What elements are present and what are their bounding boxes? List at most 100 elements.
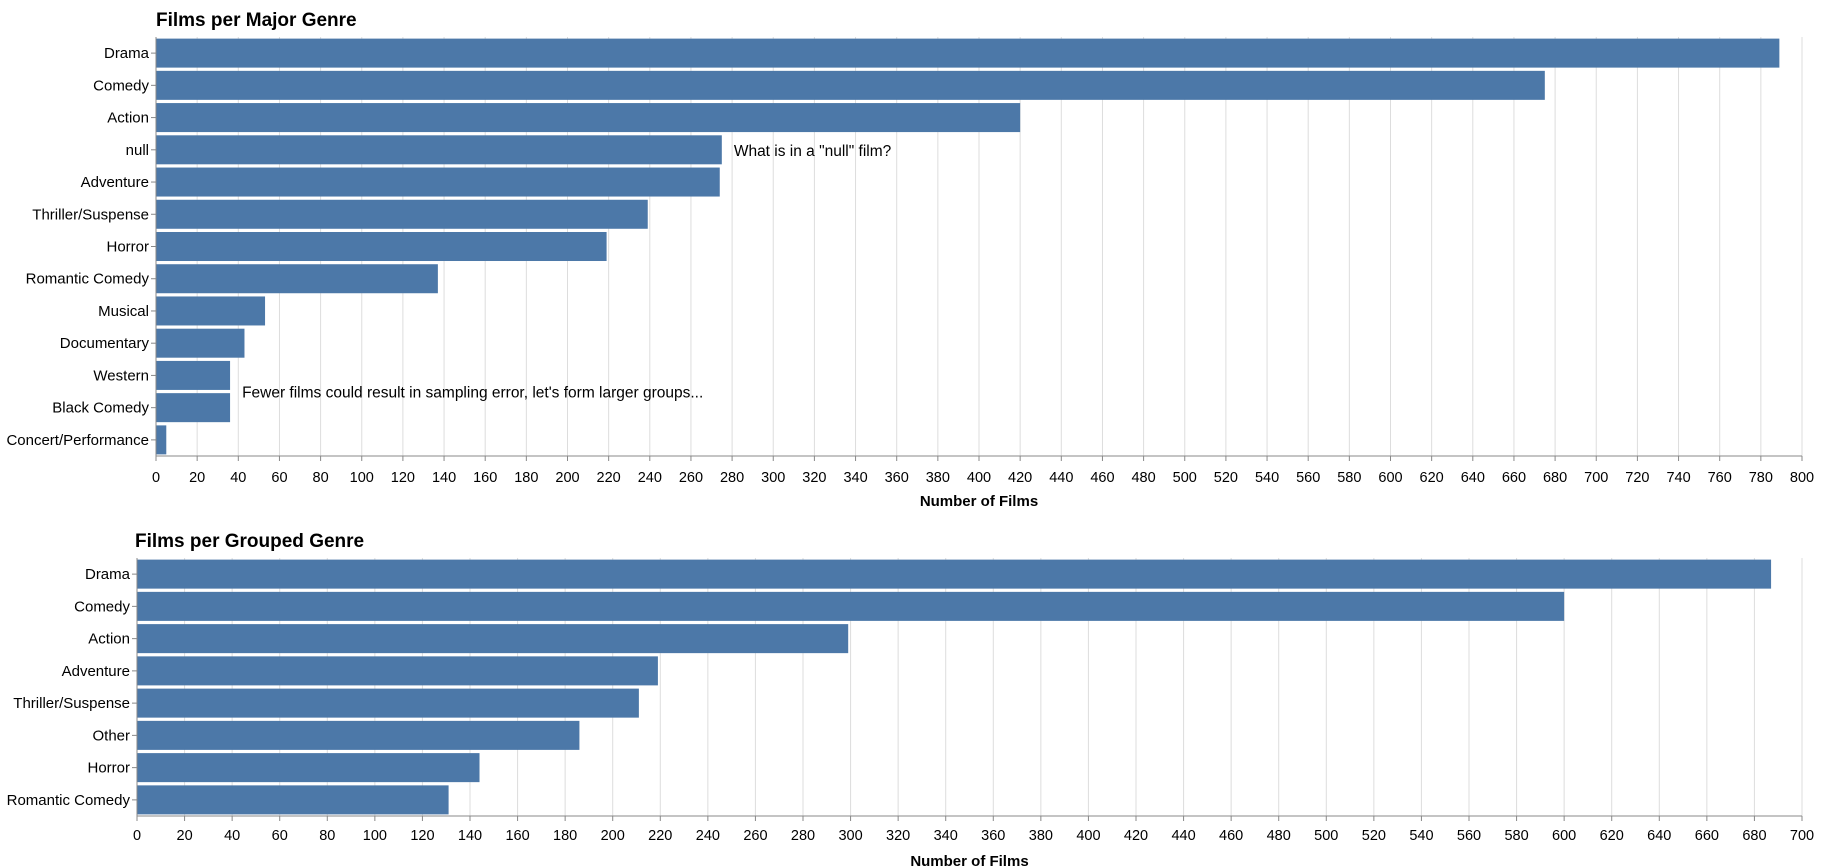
bar-comedy bbox=[137, 591, 1565, 621]
x-tick-label: 220 bbox=[597, 470, 621, 486]
category-label: Other bbox=[92, 727, 130, 744]
x-tick-label: 140 bbox=[432, 470, 456, 486]
bar-black-comedy bbox=[156, 393, 231, 423]
bar-comedy bbox=[156, 70, 1545, 100]
x-tick-label: 40 bbox=[230, 470, 246, 486]
bar-horror bbox=[156, 231, 607, 262]
category-label: Thriller/Suspense bbox=[32, 206, 149, 223]
x-tick-label: 400 bbox=[967, 470, 991, 486]
bar-drama bbox=[156, 38, 1780, 68]
x-tick-label: 560 bbox=[1457, 828, 1481, 844]
x-tick-label: 120 bbox=[410, 828, 434, 844]
x-tick-label: 220 bbox=[648, 828, 672, 844]
category-label: Comedy bbox=[74, 598, 130, 615]
bar-thriller-suspense bbox=[156, 199, 648, 229]
bar-horror bbox=[137, 753, 480, 783]
x-tick-label: 60 bbox=[272, 828, 288, 844]
x-tick-label: 800 bbox=[1790, 470, 1814, 486]
x-tick-label: 260 bbox=[743, 828, 767, 844]
x-tick-label: 20 bbox=[177, 828, 193, 844]
category-label: null bbox=[126, 142, 149, 159]
x-tick-label: 320 bbox=[886, 828, 910, 844]
x-tick-label: 760 bbox=[1708, 470, 1732, 486]
category-label: Action bbox=[107, 110, 149, 127]
x-tick-label: 660 bbox=[1695, 828, 1719, 844]
x-tick-label: 680 bbox=[1742, 828, 1766, 844]
x-tick-label: 700 bbox=[1790, 828, 1814, 844]
bar-adventure bbox=[137, 656, 658, 686]
chart-1: Films per Major Genre Drama Comedy Action nu… bbox=[6, 10, 1814, 510]
x-tick-label: 740 bbox=[1666, 470, 1690, 486]
x-tick-label: 420 bbox=[1008, 470, 1032, 486]
x-tick-label: 440 bbox=[1171, 828, 1195, 844]
x-tick-label: 460 bbox=[1219, 828, 1243, 844]
x-tick-label: 440 bbox=[1049, 470, 1073, 486]
x-tick-label: 60 bbox=[271, 470, 287, 486]
bar-action bbox=[137, 624, 849, 654]
x-tick-label: 680 bbox=[1543, 470, 1567, 486]
x-tick-label: 340 bbox=[843, 470, 867, 486]
x-tick-label: 240 bbox=[696, 828, 720, 844]
x-tick-label: 640 bbox=[1647, 828, 1671, 844]
x-tick-label: 0 bbox=[133, 828, 141, 844]
x-tick-label: 540 bbox=[1409, 828, 1433, 844]
x-tick-label: 300 bbox=[838, 828, 862, 844]
x-axis-title: Number of Films bbox=[910, 853, 1028, 868]
annotation-text: Fewer films could result in sampling err… bbox=[242, 385, 703, 402]
bar-adventure bbox=[156, 167, 720, 197]
bar-concert-performance bbox=[156, 425, 167, 455]
x-tick-label: 500 bbox=[1173, 470, 1197, 486]
category-label: Documentary bbox=[60, 335, 150, 352]
x-tick-label: 380 bbox=[926, 470, 950, 486]
x-tick-label: 240 bbox=[638, 470, 662, 486]
category-label: Thriller/Suspense bbox=[13, 695, 130, 712]
bar-musical bbox=[156, 296, 266, 326]
category-label: Horror bbox=[106, 239, 149, 256]
category-label: Western bbox=[93, 367, 149, 384]
x-tick-label: 200 bbox=[555, 470, 579, 486]
x-tick-label: 520 bbox=[1214, 470, 1238, 486]
x-tick-label: 80 bbox=[319, 828, 335, 844]
x-tick-label: 360 bbox=[885, 470, 909, 486]
x-tick-label: 460 bbox=[1090, 470, 1114, 486]
x-tick-label: 560 bbox=[1296, 470, 1320, 486]
x-tick-label: 280 bbox=[791, 828, 815, 844]
category-label: Romantic Comedy bbox=[26, 271, 150, 288]
category-label: Musical bbox=[98, 303, 149, 320]
x-tick-label: 620 bbox=[1600, 828, 1624, 844]
category-label: Romantic Comedy bbox=[7, 792, 131, 809]
bar-romantic-comedy bbox=[156, 264, 438, 294]
x-tick-label: 100 bbox=[350, 470, 374, 486]
x-tick-label: 480 bbox=[1131, 470, 1155, 486]
x-tick-label: 600 bbox=[1552, 828, 1576, 844]
category-label: Concert/Performance bbox=[6, 432, 149, 449]
x-tick-label: 340 bbox=[934, 828, 958, 844]
x-tick-label: 80 bbox=[313, 470, 329, 486]
x-tick-label: 700 bbox=[1584, 470, 1608, 486]
x-tick-label: 160 bbox=[473, 470, 497, 486]
x-tick-label: 780 bbox=[1749, 470, 1773, 486]
x-tick-label: 360 bbox=[981, 828, 1005, 844]
x-tick-label: 640 bbox=[1461, 470, 1485, 486]
x-tick-label: 260 bbox=[679, 470, 703, 486]
category-label: Horror bbox=[87, 760, 130, 777]
x-tick-label: 320 bbox=[802, 470, 826, 486]
chart-title: Films per Major Genre bbox=[156, 10, 357, 31]
chart-title: Films per Grouped Genre bbox=[135, 531, 364, 552]
x-tick-label: 380 bbox=[1029, 828, 1053, 844]
bar-thriller-suspense bbox=[137, 688, 639, 718]
category-label: Action bbox=[88, 631, 130, 648]
bar-drama bbox=[137, 559, 1772, 589]
x-tick-label: 480 bbox=[1267, 828, 1291, 844]
category-label: Comedy bbox=[93, 77, 149, 94]
x-tick-label: 520 bbox=[1362, 828, 1386, 844]
x-tick-label: 100 bbox=[363, 828, 387, 844]
category-label: Black Comedy bbox=[52, 400, 149, 417]
x-tick-label: 400 bbox=[1076, 828, 1100, 844]
x-tick-label: 200 bbox=[601, 828, 625, 844]
bar-action bbox=[156, 103, 1021, 133]
category-label: Adventure bbox=[62, 663, 130, 680]
category-label: Drama bbox=[104, 45, 150, 62]
